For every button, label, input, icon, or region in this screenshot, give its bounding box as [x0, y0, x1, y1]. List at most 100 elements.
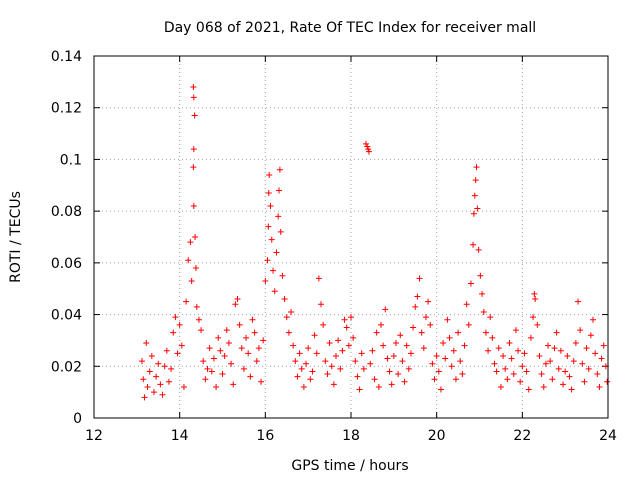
- data-point: [467, 280, 474, 287]
- x-tick-label: 20: [428, 428, 446, 444]
- data-point: [450, 347, 457, 354]
- x-tick-label: 14: [171, 428, 189, 444]
- data-point: [403, 342, 410, 349]
- data-point: [585, 365, 592, 372]
- data-point: [337, 365, 344, 372]
- x-tick-label: 12: [85, 428, 103, 444]
- data-point: [191, 112, 198, 119]
- data-point: [377, 321, 384, 328]
- data-point: [350, 334, 357, 341]
- data-point: [176, 321, 183, 328]
- data-point: [392, 340, 399, 347]
- data-point: [210, 355, 217, 362]
- data-point: [190, 94, 197, 101]
- data-point: [545, 342, 552, 349]
- data-point: [268, 236, 275, 243]
- data-point: [178, 342, 185, 349]
- data-point: [141, 394, 148, 401]
- data-point: [512, 327, 519, 334]
- data-point: [497, 383, 504, 390]
- data-point: [590, 316, 597, 323]
- data-point: [307, 376, 314, 383]
- data-point: [195, 316, 202, 323]
- data-point: [380, 342, 387, 349]
- data-point: [276, 166, 283, 173]
- data-point: [446, 334, 453, 341]
- data-point: [324, 371, 331, 378]
- data-point: [480, 308, 487, 315]
- data-point: [352, 358, 359, 365]
- data-point: [180, 383, 187, 390]
- data-point: [431, 376, 438, 383]
- chart-title: Day 068 of 2021, Rate Of TEC Index for r…: [164, 20, 536, 36]
- data-point: [217, 347, 224, 354]
- data-point: [399, 358, 406, 365]
- data-point: [527, 334, 534, 341]
- data-point: [168, 365, 175, 372]
- data-point: [174, 350, 181, 357]
- data-point: [530, 314, 537, 321]
- data-point: [345, 342, 352, 349]
- data-point: [506, 340, 513, 347]
- data-point: [204, 365, 211, 372]
- y-tick-label: 0.02: [51, 359, 82, 375]
- data-point: [455, 329, 462, 336]
- data-point: [305, 345, 312, 352]
- data-point: [495, 345, 502, 352]
- data-point: [285, 329, 292, 336]
- data-point: [230, 381, 237, 388]
- data-point: [190, 146, 197, 153]
- data-point: [249, 316, 256, 323]
- data-point: [240, 365, 247, 372]
- data-point: [315, 275, 322, 282]
- data-point: [474, 205, 481, 212]
- data-point: [309, 368, 316, 375]
- data-point: [290, 342, 297, 349]
- data-point: [354, 373, 361, 380]
- data-point: [279, 272, 286, 279]
- data-point: [270, 267, 277, 274]
- data-point: [362, 140, 369, 147]
- data-point: [553, 329, 560, 336]
- y-tick-label: 0.12: [51, 101, 82, 117]
- data-point: [292, 358, 299, 365]
- data-point: [153, 373, 160, 380]
- data-point: [587, 332, 594, 339]
- data-point: [566, 373, 573, 380]
- data-point: [531, 290, 538, 297]
- data-point: [238, 345, 245, 352]
- data-point: [414, 293, 421, 300]
- data-point: [471, 192, 478, 199]
- data-point: [266, 171, 273, 178]
- data-point: [482, 329, 489, 336]
- data-point: [382, 306, 389, 313]
- data-point: [348, 314, 354, 321]
- data-point: [401, 378, 408, 385]
- data-point: [161, 363, 168, 370]
- data-point: [373, 329, 380, 336]
- data-point: [192, 265, 199, 272]
- data-point: [311, 332, 318, 339]
- data-point: [407, 350, 414, 357]
- data-point: [572, 340, 579, 347]
- data-point: [508, 355, 515, 362]
- data-point: [300, 383, 307, 390]
- data-point: [335, 337, 342, 344]
- y-axis-label: ROTI / TECUs: [8, 191, 24, 283]
- x-tick-label: 24: [599, 428, 617, 444]
- data-point: [384, 355, 391, 362]
- data-point: [258, 378, 265, 385]
- data-point: [473, 164, 480, 171]
- data-point: [208, 368, 215, 375]
- data-point: [243, 334, 250, 341]
- data-point: [538, 371, 545, 378]
- data-point: [457, 358, 464, 365]
- data-point: [172, 314, 179, 321]
- data-point: [202, 376, 209, 383]
- data-point: [547, 358, 554, 365]
- y-tick-label: 0.04: [51, 308, 82, 324]
- data-point: [437, 386, 444, 393]
- data-point: [489, 334, 496, 341]
- data-point: [193, 303, 200, 310]
